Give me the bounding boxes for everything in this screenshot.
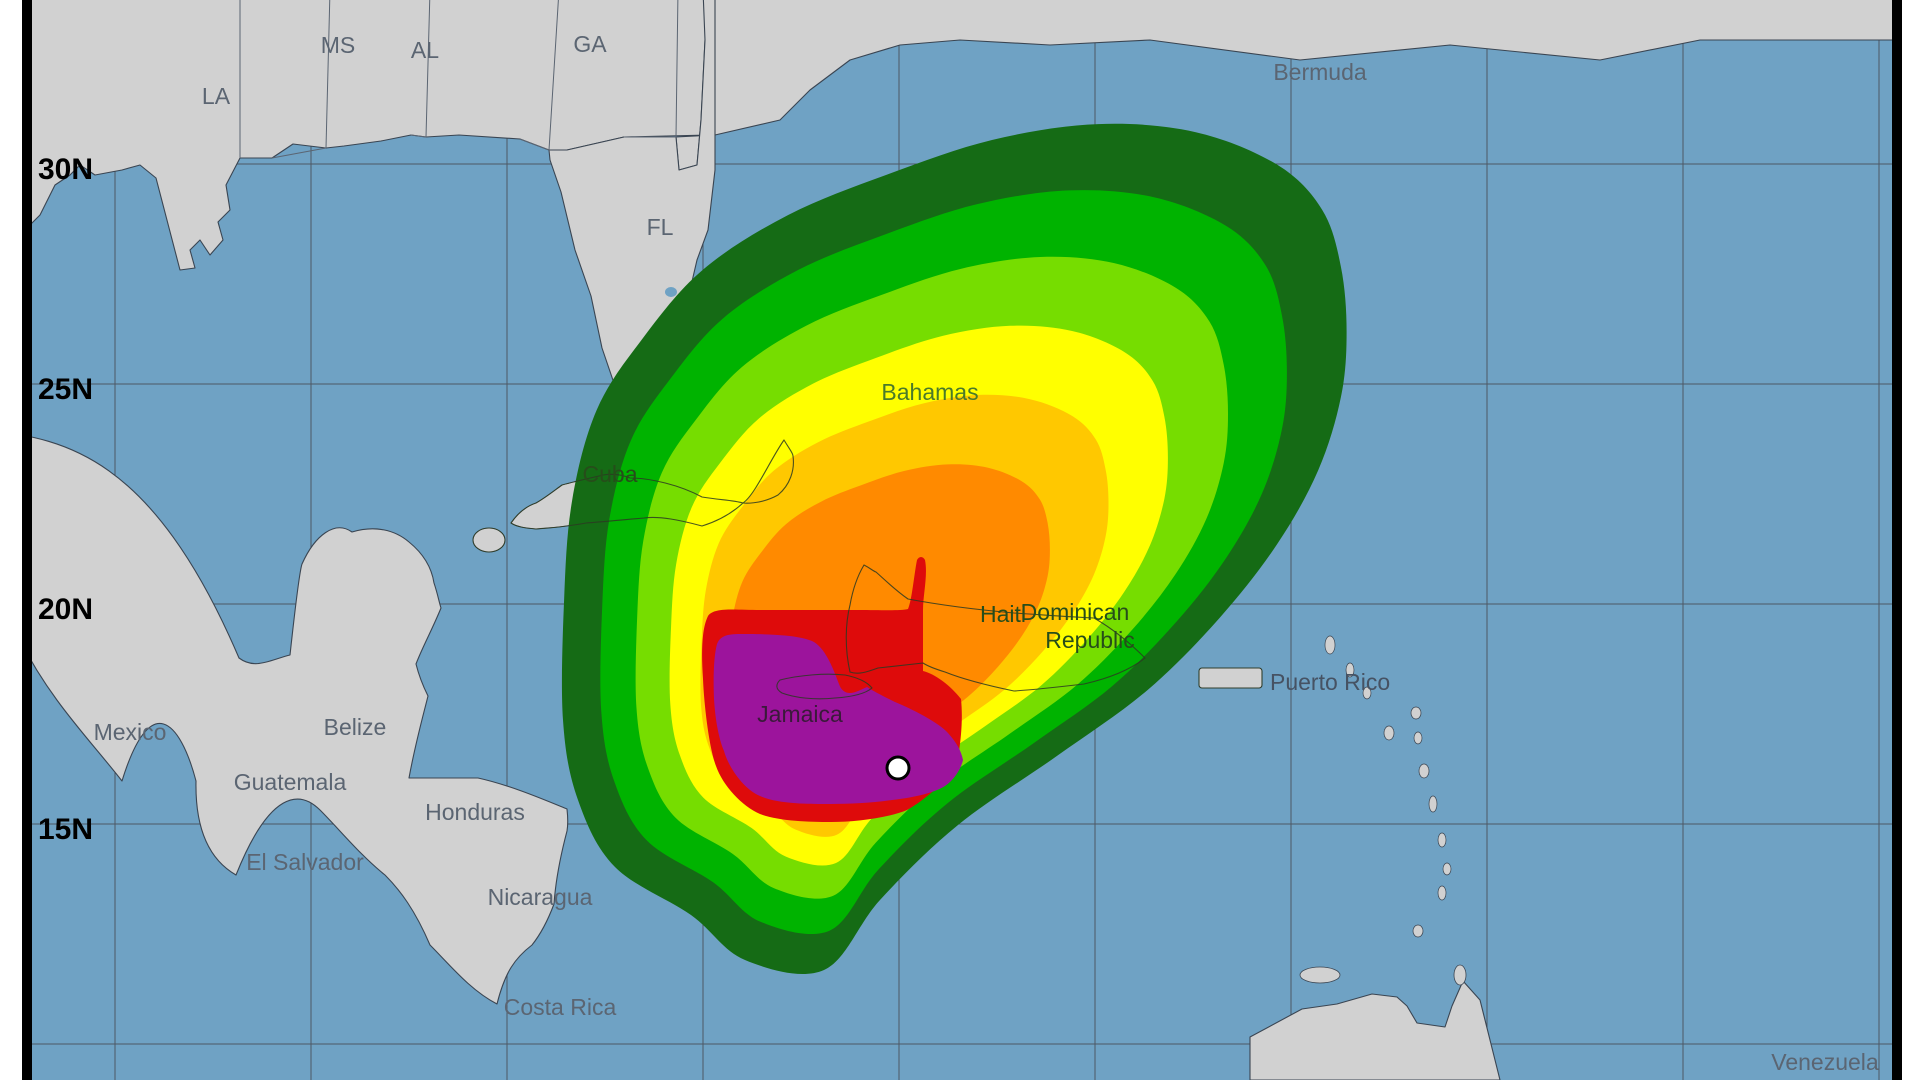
svg-text:Bahamas: Bahamas	[881, 379, 978, 405]
svg-text:Mexico: Mexico	[94, 719, 167, 745]
svg-text:Costa Rica: Costa Rica	[504, 994, 617, 1020]
svg-text:Jamaica: Jamaica	[757, 701, 843, 727]
svg-text:Cuba: Cuba	[583, 461, 638, 487]
svg-text:GA: GA	[573, 31, 607, 57]
svg-text:Honduras: Honduras	[425, 799, 525, 825]
svg-text:MS: MS	[321, 32, 356, 58]
svg-text:Haiti: Haiti	[980, 601, 1026, 627]
svg-text:LA: LA	[202, 83, 231, 109]
svg-text:Belize: Belize	[324, 714, 387, 740]
svg-text:FL: FL	[647, 214, 674, 240]
svg-text:Nicaragua: Nicaragua	[488, 884, 593, 910]
svg-text:Venezuela: Venezuela	[1771, 1049, 1879, 1075]
svg-text:25N: 25N	[38, 373, 93, 406]
svg-text:Bermuda: Bermuda	[1273, 59, 1367, 85]
svg-text:30N: 30N	[38, 153, 93, 186]
svg-text:AL: AL	[411, 37, 439, 63]
svg-text:Republic: Republic	[1045, 627, 1135, 653]
svg-text:Dominican: Dominican	[1021, 599, 1130, 625]
svg-text:Puerto Rico: Puerto Rico	[1270, 669, 1390, 695]
svg-text:El Salvador: El Salvador	[246, 849, 364, 875]
svg-text:Guatemala: Guatemala	[234, 769, 347, 795]
svg-text:15N: 15N	[38, 813, 93, 846]
svg-text:20N: 20N	[38, 593, 93, 626]
